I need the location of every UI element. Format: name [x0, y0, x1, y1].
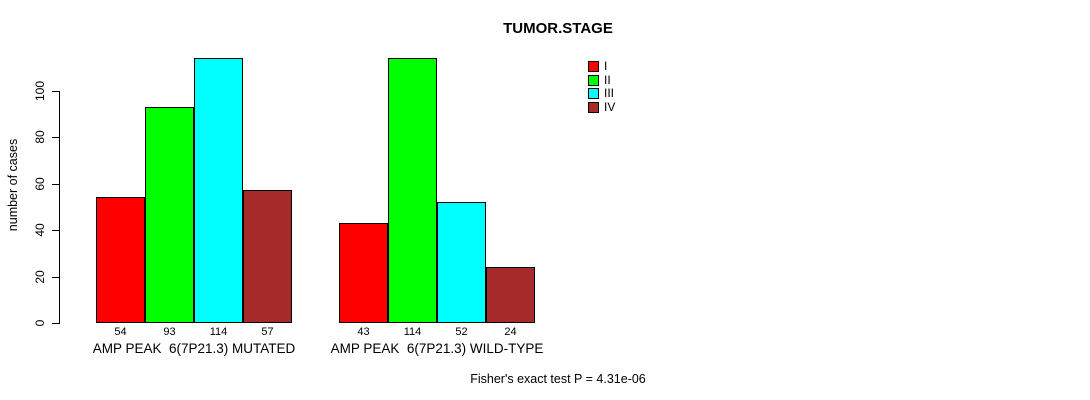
bar-value-label: 43: [357, 326, 370, 338]
bar-value-label: 114: [209, 326, 228, 338]
bar-stage-i: [96, 197, 145, 323]
bar-stage-i: [339, 223, 388, 323]
y-tick-label: 100: [33, 80, 47, 101]
bar-stage-iv: [243, 190, 292, 323]
legend-label-iii: III: [604, 86, 615, 101]
legend-swatch-ii: [588, 74, 599, 86]
legend-label-i: I: [604, 59, 608, 73]
y-tick-label: 80: [33, 130, 47, 144]
bar-value-label: 54: [114, 326, 127, 338]
legend-label-iv: IV: [604, 100, 616, 115]
y-axis-line: [59, 90, 60, 324]
y-tick-label: 40: [33, 223, 47, 237]
bar-stage-ii: [388, 57, 437, 323]
legend-swatch-iv: [588, 102, 599, 114]
bar-stage-iii: [194, 57, 243, 323]
y-tick: [52, 90, 59, 92]
bar-value-label: 52: [455, 326, 468, 338]
y-tick: [52, 137, 59, 138]
legend-swatch-i: [588, 61, 599, 72]
y-tick: [52, 276, 59, 278]
legend-label-ii: II: [604, 72, 611, 87]
bar-value-label: 57: [261, 326, 274, 338]
legend-swatch-iii: [588, 88, 599, 100]
bar-stage-iii: [437, 202, 486, 323]
category-label: AMP PEAK 6(7P21.3) WILD-TYPE: [330, 341, 544, 356]
y-tick-label: 20: [33, 269, 47, 284]
bar-value-label: 114: [403, 326, 422, 338]
y-tick: [52, 230, 59, 231]
bar-value-label: 24: [504, 326, 517, 338]
chart-title: TUMOR.STAGE: [503, 20, 613, 37]
y-axis-title: number of cases: [6, 138, 20, 232]
stats-annotation: Fisher's exact test P = 4.31e-06: [470, 372, 646, 386]
y-tick-label: 60: [33, 176, 47, 191]
bar-value-label: 93: [163, 326, 176, 338]
y-tick-label: 0: [33, 319, 47, 327]
bar-stage-ii: [145, 106, 194, 323]
y-tick: [52, 323, 59, 324]
y-tick: [52, 183, 59, 185]
category-label: AMP PEAK 6(7P21.3) MUTATED: [92, 341, 296, 356]
bar-stage-iv: [486, 267, 535, 323]
